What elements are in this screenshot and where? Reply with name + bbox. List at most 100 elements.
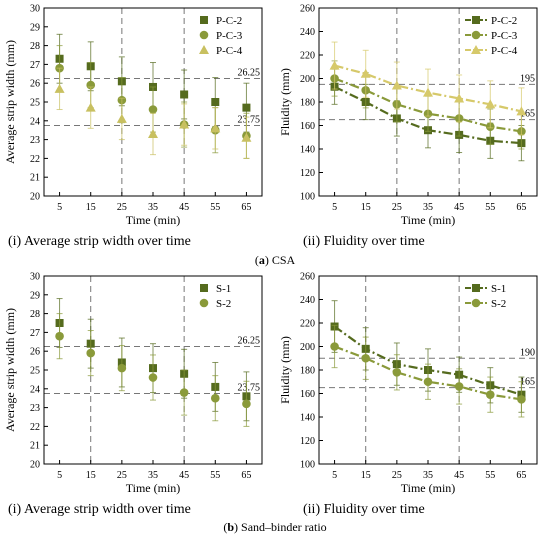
- data-point: [516, 106, 527, 116]
- x-tick-label: 25: [392, 470, 402, 481]
- x-axis-label: Time (min): [401, 481, 456, 495]
- y-tick-label: 180: [300, 366, 315, 377]
- data-point: [485, 390, 495, 399]
- x-tick-label: 65: [241, 470, 251, 481]
- data-point: [517, 395, 526, 404]
- x-tick-label: 55: [210, 202, 220, 213]
- reference-label: 23.75: [238, 115, 261, 126]
- y-tick-label: 23: [30, 403, 40, 414]
- data-point: [86, 348, 96, 358]
- x-tick-label: 65: [516, 470, 526, 481]
- data-point: [85, 102, 96, 112]
- y-tick-label: 120: [300, 436, 315, 447]
- data-point: [242, 399, 251, 409]
- y-tick-label: 25: [30, 98, 40, 109]
- y-tick-label: 30: [30, 272, 40, 283]
- reference-label: 195: [520, 73, 535, 84]
- x-tick-label: 5: [57, 470, 62, 481]
- legend-label: P-C-3: [216, 30, 243, 42]
- y-tick-label: 26: [30, 79, 40, 90]
- panel-caption-b-i: (i) Average strip width over time: [8, 502, 191, 517]
- y-tick-label: 22: [30, 422, 40, 433]
- x-tick-label: 35: [423, 202, 433, 213]
- chart-fluidity-csa: 195 165 5 15 25 35 45 55 65 100 120 140 160 180 200 220…: [278, 4, 538, 227]
- data-point: [117, 363, 127, 373]
- group-caption-b: (b) Sand–binder ratio: [223, 520, 327, 534]
- data-point: [391, 80, 402, 90]
- legend-marker: [199, 30, 209, 40]
- group-text: Sand–binder ratio: [241, 520, 327, 534]
- data-point: [180, 90, 189, 99]
- x-tick-label: 65: [516, 202, 526, 213]
- x-tick-label: 45: [179, 202, 189, 213]
- y-tick-label: 29: [30, 290, 40, 301]
- x-tick-label: 35: [148, 202, 158, 213]
- x-tick-label: 5: [332, 470, 337, 481]
- x-axis-label: Time (min): [401, 213, 456, 227]
- x-tick-label: 25: [392, 202, 402, 213]
- legend-marker: [471, 30, 481, 40]
- legend-marker: [199, 45, 209, 54]
- y-tick-label: 27: [30, 60, 40, 71]
- x-tick-label: 45: [454, 470, 464, 481]
- reference-label: 26.25: [238, 68, 261, 79]
- y-tick-label: 22: [30, 154, 40, 165]
- reference-label: 26.25: [238, 336, 261, 347]
- y-tick-label: 260: [300, 272, 315, 283]
- data-point: [148, 373, 158, 382]
- panel-caption-b-ii: (ii) Fluidity over time: [303, 502, 425, 517]
- legend-marker: [471, 45, 481, 54]
- x-axis-label: Time (min): [126, 213, 181, 227]
- y-tick-label: 200: [300, 74, 315, 85]
- x-tick-label: 15: [361, 470, 371, 481]
- data-point: [55, 331, 64, 341]
- data-point: [330, 342, 339, 351]
- group-letter: a: [258, 253, 265, 267]
- y-tick-label: 220: [300, 319, 315, 330]
- chart-strip-width-csa: 26.25 23.75 5 15 25 35 45 55 65 20 21 22 23 24 25 26 27 2…: [3, 4, 263, 227]
- data-point: [116, 113, 127, 123]
- legend-label: P-C-4: [216, 45, 243, 57]
- y-tick-label: 260: [300, 4, 315, 15]
- data-point: [454, 382, 464, 391]
- y-tick-label: 29: [30, 22, 40, 33]
- chart-fluidity-sand-binder: 190 165 5 15 25 35 45 55 65 100 120 140 160 180 200 220…: [278, 272, 538, 495]
- y-tick-label: 200: [300, 342, 315, 353]
- reference-label: 165: [520, 377, 535, 388]
- x-tick-label: 65: [241, 202, 251, 213]
- y-tick-label: 100: [300, 192, 315, 203]
- data-point: [179, 388, 189, 397]
- data-point: [210, 393, 220, 403]
- data-point: [454, 93, 465, 103]
- data-point: [329, 60, 340, 70]
- data-point: [179, 119, 190, 129]
- legend-marker: [472, 16, 480, 24]
- y-tick-label: 25: [30, 366, 40, 377]
- y-tick-label: 21: [30, 441, 40, 452]
- y-tick-label: 20: [30, 460, 40, 471]
- data-point: [210, 123, 221, 133]
- panel-caption-a-ii: (ii) Fluidity over time: [303, 234, 425, 249]
- x-axis-label: Time (min): [126, 481, 181, 495]
- y-tick-label: 240: [300, 27, 315, 38]
- legend-label: S-1: [216, 283, 231, 295]
- y-tick-label: 160: [300, 389, 315, 400]
- y-tick-label: 240: [300, 295, 315, 306]
- data-point: [423, 87, 433, 97]
- x-tick-label: 15: [86, 470, 96, 481]
- reference-label: 165: [520, 109, 535, 120]
- x-tick-label: 25: [117, 202, 127, 213]
- y-tick-label: 120: [300, 168, 315, 179]
- x-tick-label: 55: [485, 470, 495, 481]
- data-point: [392, 368, 402, 377]
- legend-label: S-2: [491, 298, 506, 310]
- x-tick-label: 25: [117, 470, 127, 481]
- panel-caption-a-i: (i) Average strip width over time: [8, 234, 191, 249]
- y-tick-label: 24: [30, 116, 40, 127]
- y-tick-label: 100: [300, 460, 315, 471]
- reference-label: 23.75: [238, 383, 261, 394]
- y-tick-label: 20: [30, 192, 40, 203]
- x-tick-label: 5: [57, 202, 62, 213]
- data-point: [360, 68, 371, 78]
- legend-label: P-C-3: [491, 30, 518, 42]
